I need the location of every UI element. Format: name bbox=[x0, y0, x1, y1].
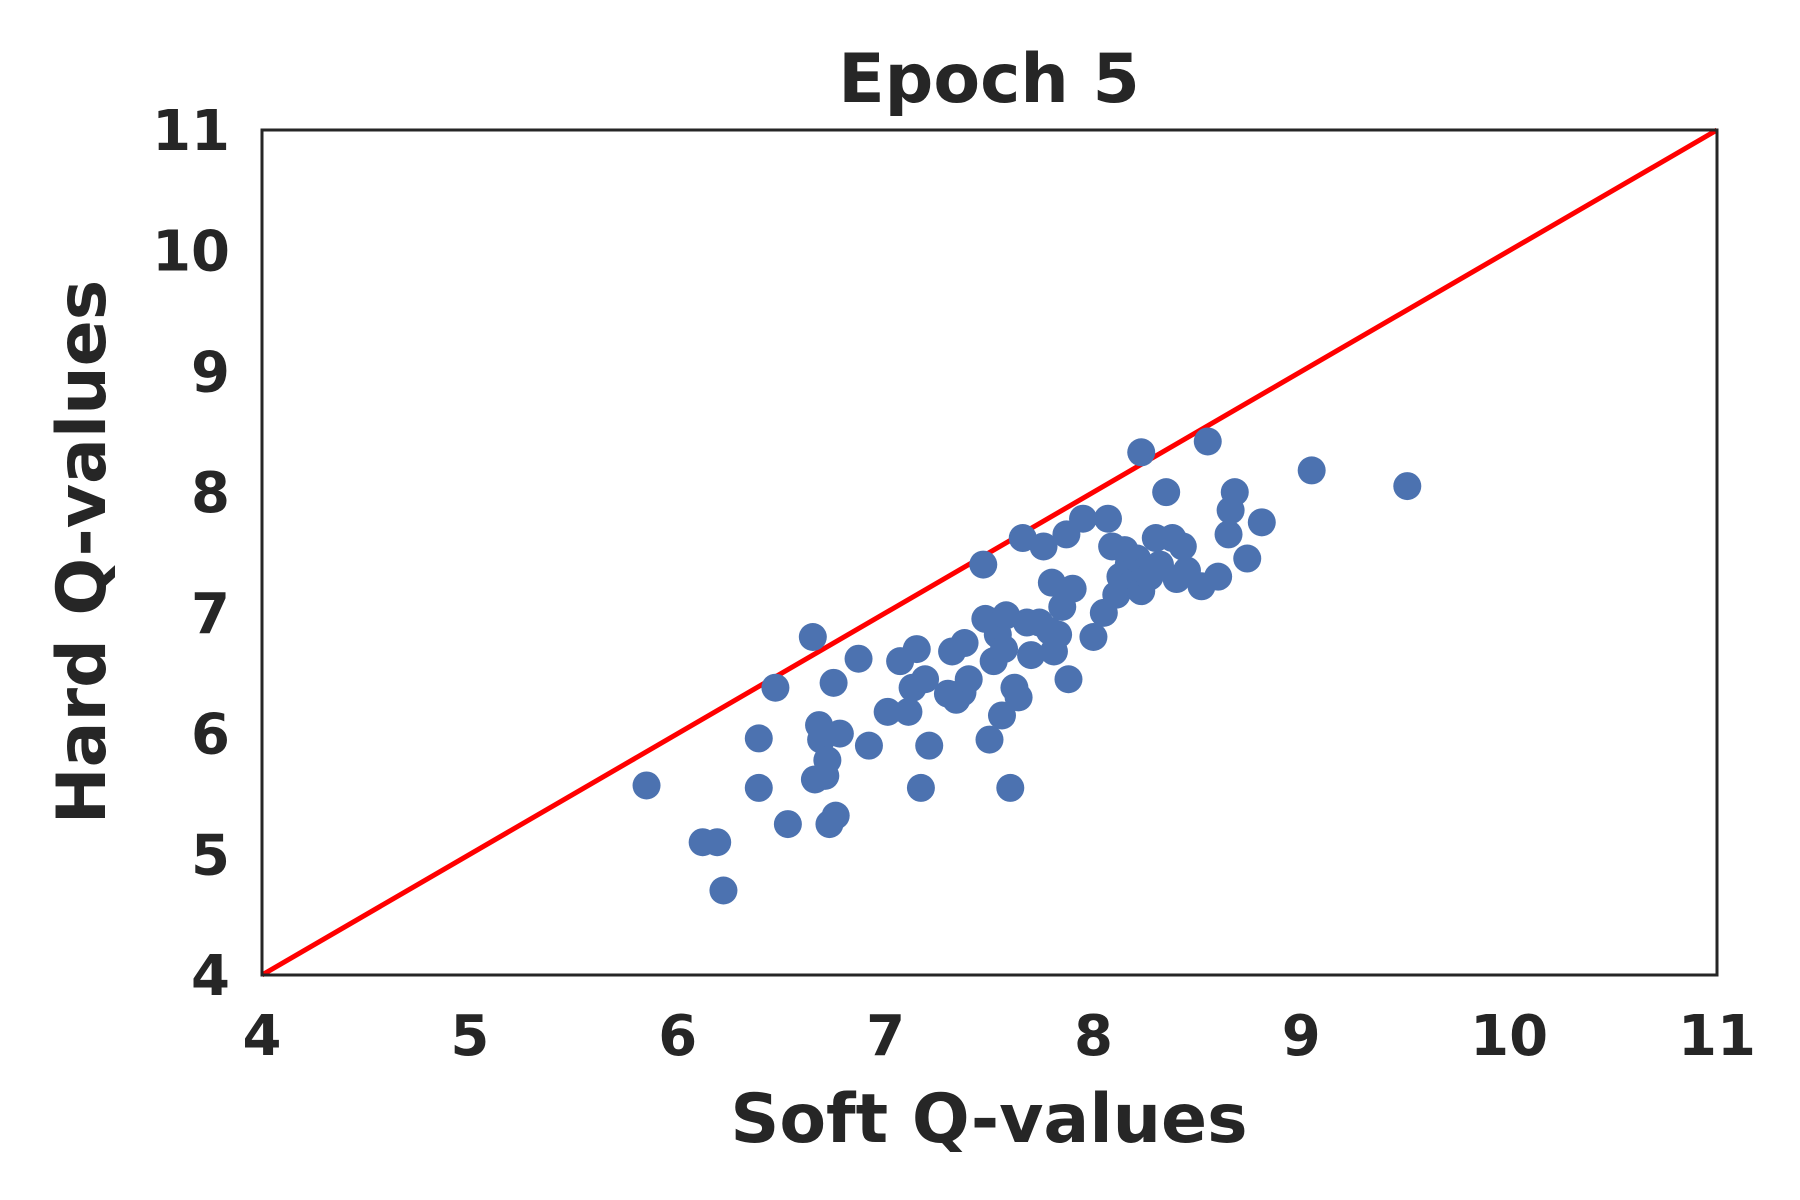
data-point bbox=[1069, 504, 1098, 533]
data-point bbox=[1093, 504, 1122, 533]
data-point bbox=[894, 697, 923, 726]
data-point bbox=[975, 725, 1004, 754]
data-point bbox=[1214, 520, 1243, 549]
data-point bbox=[990, 635, 1019, 664]
data-point bbox=[1079, 623, 1108, 651]
data-point bbox=[825, 719, 854, 748]
data-point bbox=[1044, 620, 1073, 649]
data-point bbox=[1204, 562, 1233, 591]
data-point bbox=[906, 773, 935, 802]
y-tick-label: 5 bbox=[191, 823, 230, 888]
data-point bbox=[873, 697, 902, 726]
y-tick-label: 8 bbox=[191, 461, 230, 526]
data-point bbox=[1220, 478, 1249, 507]
data-point bbox=[1193, 427, 1222, 456]
data-point bbox=[821, 801, 850, 830]
y-tick-label: 9 bbox=[191, 340, 230, 405]
data-point bbox=[744, 724, 773, 753]
data-point bbox=[1168, 532, 1197, 561]
data-point bbox=[1297, 456, 1326, 485]
data-point bbox=[798, 623, 827, 651]
x-tick-label: 6 bbox=[658, 1004, 697, 1069]
x-tick-label: 4 bbox=[243, 1004, 282, 1069]
x-axis-ticks: 4 5 6 7 8 9 10 11 bbox=[243, 1004, 1756, 1069]
data-point bbox=[987, 701, 1016, 730]
data-point bbox=[819, 668, 848, 697]
data-point bbox=[902, 635, 931, 664]
data-point bbox=[813, 746, 842, 775]
data-point bbox=[996, 773, 1025, 802]
data-point bbox=[911, 665, 940, 694]
data-point bbox=[844, 644, 873, 673]
data-point bbox=[709, 876, 738, 905]
data-point bbox=[1058, 574, 1087, 603]
data-points bbox=[632, 427, 1422, 905]
x-tick-label: 11 bbox=[1678, 1004, 1756, 1069]
data-point bbox=[1152, 478, 1181, 507]
data-point bbox=[703, 828, 732, 857]
data-point bbox=[1029, 532, 1058, 561]
x-tick-label: 7 bbox=[866, 1004, 905, 1069]
y-axis-title: Hard Q-values bbox=[43, 280, 122, 825]
y-axis-ticks: 4 5 6 7 8 9 10 11 bbox=[152, 99, 230, 1009]
y-tick-label: 7 bbox=[191, 582, 230, 647]
data-point bbox=[969, 550, 998, 579]
data-point bbox=[1233, 544, 1262, 573]
data-point bbox=[1393, 472, 1422, 501]
data-point bbox=[1127, 438, 1156, 467]
data-point bbox=[954, 665, 983, 694]
data-point bbox=[1247, 508, 1276, 537]
data-point bbox=[632, 771, 661, 800]
x-tick-label: 10 bbox=[1470, 1004, 1548, 1069]
y-tick-label: 10 bbox=[152, 220, 230, 285]
y-tick-label: 6 bbox=[191, 703, 230, 768]
plot-frame bbox=[260, 128, 1719, 977]
x-tick-label: 5 bbox=[450, 1004, 489, 1069]
data-point bbox=[1054, 665, 1083, 694]
data-point bbox=[854, 731, 883, 760]
data-point bbox=[1017, 641, 1046, 670]
data-point bbox=[915, 731, 944, 760]
x-axis-title: Soft Q-values bbox=[730, 1080, 1247, 1159]
x-tick-label: 8 bbox=[1074, 1004, 1113, 1069]
chart-title: Epoch 5 bbox=[838, 40, 1140, 119]
data-point bbox=[773, 810, 802, 839]
data-point bbox=[1004, 683, 1033, 712]
data-point bbox=[744, 773, 773, 802]
data-point bbox=[761, 673, 790, 702]
x-tick-label: 9 bbox=[1282, 1004, 1321, 1069]
y-tick-label: 4 bbox=[191, 944, 230, 1009]
y-tick-label: 11 bbox=[152, 99, 230, 164]
data-point bbox=[950, 629, 979, 658]
